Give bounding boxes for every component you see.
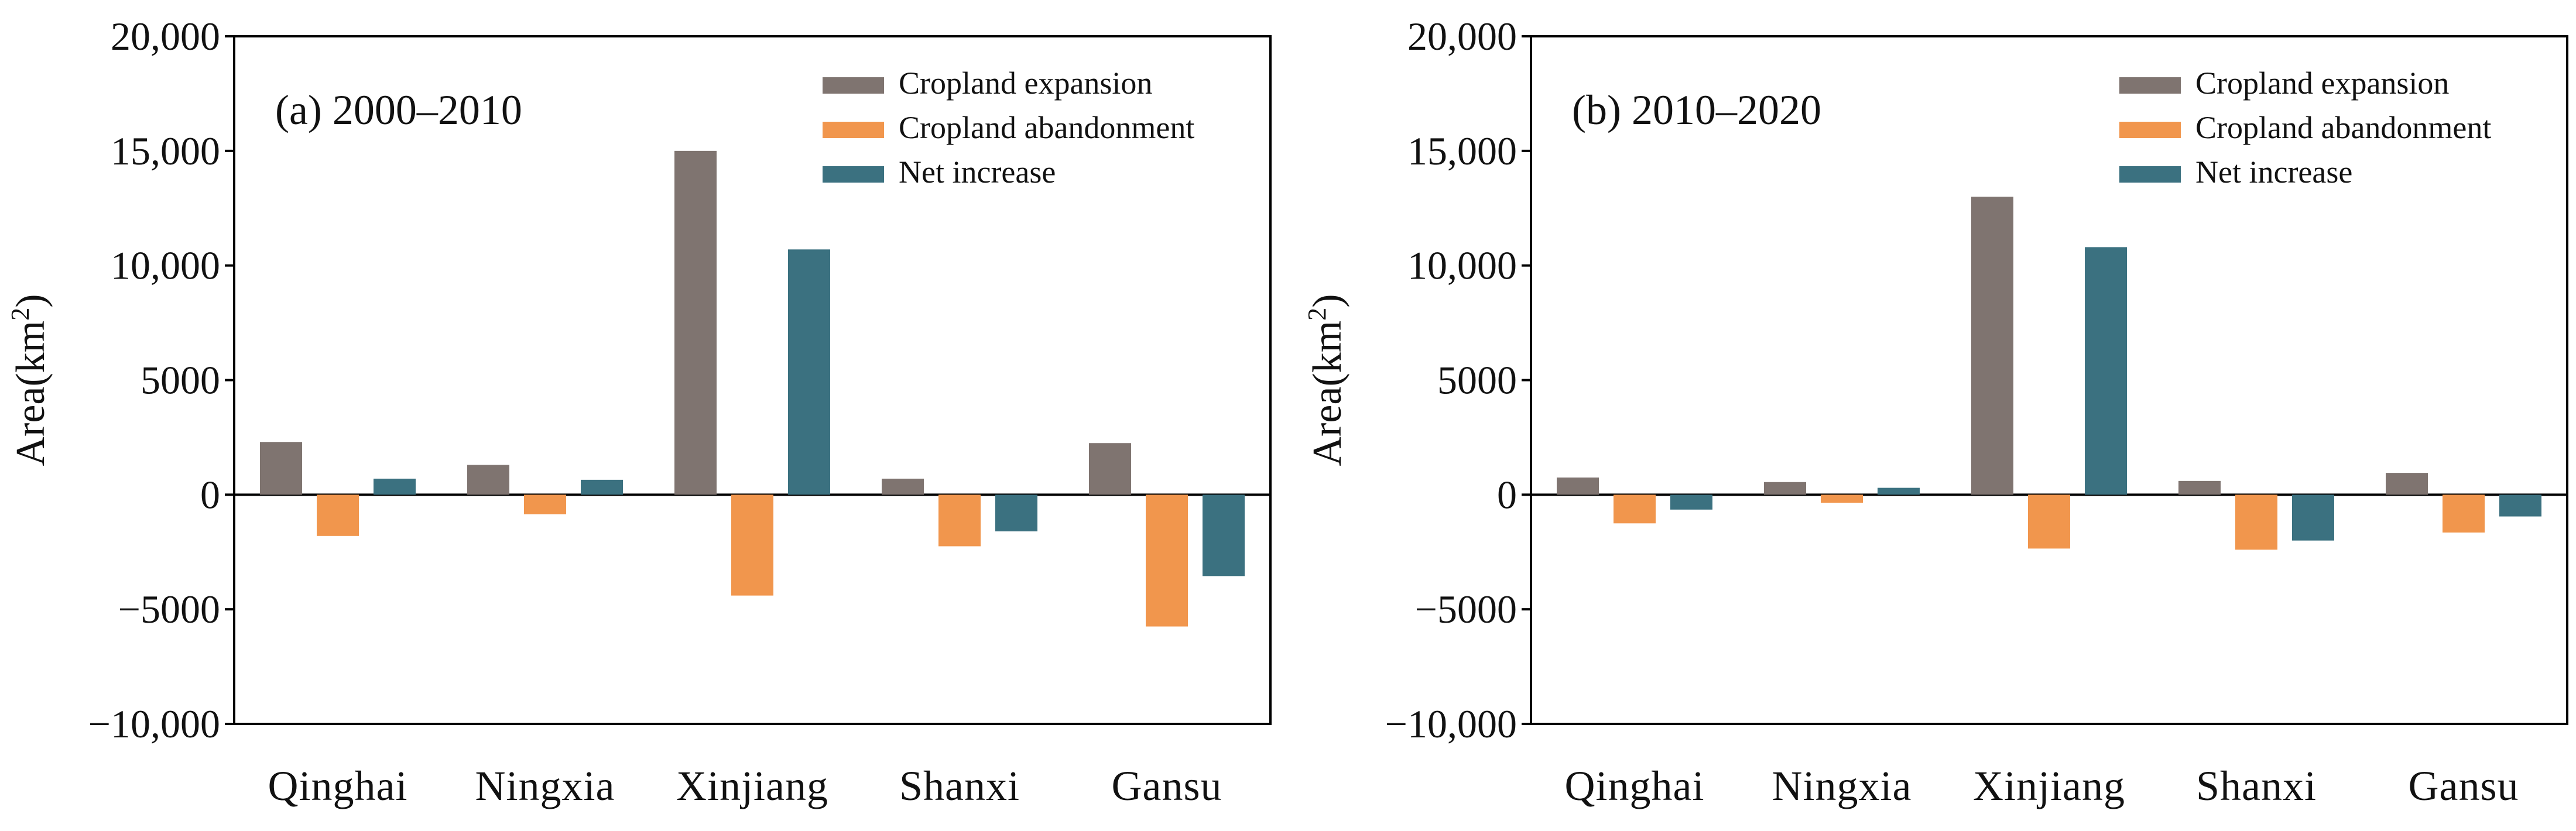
panel-a-x-tick-label: Qinghai — [268, 763, 408, 809]
panel-b-legend-swatch — [2119, 166, 2181, 183]
panel-b-bar-xinjiang-cropland-expansion — [1971, 197, 2013, 495]
panel-b-x-tick-label: Shanxi — [2196, 763, 2317, 809]
panel-b-title: (b) 2010–2020 — [1572, 87, 1821, 133]
panel-a-bar-xinjiang-cropland-expansion — [674, 150, 717, 495]
panel-a-bar-qinghai-cropland-expansion — [260, 442, 302, 495]
panel-b-y-tick-label: 10,000 — [1407, 243, 1517, 288]
panel-b-bar-xinjiang-cropland-abandonment — [2028, 495, 2070, 549]
panel-a-bar-gansu-net-increase — [1203, 495, 1245, 576]
panel-b: 20,000 15,000 10,000 5000 0 −5000 −10,000 Qingh… — [1303, 14, 2568, 809]
panel-b-x-tick-label: Gansu — [2409, 763, 2519, 809]
panel-a-bar-shanxi-cropland-abandonment — [938, 495, 981, 547]
panel-a-bar-shanxi-cropland-expansion — [882, 478, 924, 495]
panel-a-legend-swatch — [823, 77, 884, 94]
panel-a-bar-gansu-cropland-abandonment — [1146, 495, 1188, 627]
panel-b-legend-swatch — [2119, 77, 2181, 94]
panel-a-y-tick-label: 5000 — [141, 358, 220, 403]
panel-b-bar-qinghai-net-increase — [1670, 495, 1712, 510]
panel-a-x-tick-label: Ningxia — [475, 763, 615, 809]
panel-b-bar-gansu-net-increase — [2499, 495, 2541, 517]
panel-b-y-axis-title-sup: 2 — [1303, 308, 1331, 321]
panel-b-bar-qinghai-cropland-abandonment — [1614, 495, 1656, 524]
panel-a-legend-label: Cropland expansion — [899, 66, 1152, 101]
panel-a-y-axis-title: Area(km2) — [6, 294, 53, 466]
panel-a-bar-ningxia-cropland-expansion — [467, 465, 509, 495]
panel-b-bar-shanxi-net-increase — [2292, 495, 2334, 541]
panel-a-bar-qinghai-net-increase — [374, 478, 416, 495]
panel-b-x-tick-label: Ningxia — [1772, 763, 1912, 809]
panel-b-y-axis-title-main: Area(km — [1305, 321, 1350, 466]
panel-b-bar-ningxia-cropland-expansion — [1764, 482, 1806, 495]
panel-a-y-axis-title-main: Area(km — [8, 321, 53, 466]
panel-b-legend-label: Cropland expansion — [2195, 66, 2449, 101]
panel-a-bar-gansu-cropland-expansion — [1089, 443, 1131, 495]
panel-a-bar-ningxia-net-increase — [581, 479, 623, 495]
panel-a-y-tick-label: 15,000 — [111, 129, 220, 173]
panel-a-y-tick-label: −5000 — [118, 587, 220, 631]
panel-a-bar-ningxia-cropland-abandonment — [524, 495, 566, 514]
panel-a-bar-xinjiang-cropland-abandonment — [731, 495, 773, 596]
panel-a-title: (a) 2000–2010 — [275, 87, 522, 133]
panel-b-y-tick-label: 5000 — [1437, 358, 1517, 403]
panel-a-x-tick-label: Xinjiang — [676, 763, 828, 809]
panel-a-y-axis-title-sup: 2 — [6, 308, 35, 321]
panel-b-bar-shanxi-cropland-abandonment — [2235, 495, 2277, 550]
panel-b-y-tick-label: −10,000 — [1385, 702, 1517, 746]
panel-b-legend-swatch — [2119, 122, 2181, 138]
panel-a-y-tick-label: −10,000 — [88, 702, 220, 746]
panel-b-x-tick-label: Qinghai — [1565, 763, 1705, 809]
panel-b-bar-xinjiang-net-increase — [2085, 247, 2127, 495]
panel-b-y-tick-label: 15,000 — [1407, 129, 1517, 173]
panel-a-bar-xinjiang-net-increase — [788, 249, 830, 495]
panel-b-x-tick-label: Xinjiang — [1973, 763, 2125, 809]
panel-b-y-axis-title: Area(km2) — [1303, 294, 1350, 466]
panel-a-y-tick-label: 20,000 — [111, 14, 220, 59]
panel-a-x-tick-label: Gansu — [1112, 763, 1222, 809]
panel-a-y-tick-label: 10,000 — [111, 243, 220, 288]
panel-a-legend-label: Cropland abandonment — [899, 110, 1194, 145]
panel-a-bar-qinghai-cropland-abandonment — [317, 495, 359, 536]
panel-b-bar-qinghai-cropland-expansion — [1557, 477, 1599, 495]
panel-b-y-tick-label: 20,000 — [1407, 14, 1517, 59]
panel-b-bar-gansu-cropland-expansion — [2386, 473, 2428, 495]
panel-a: 20,000 15,000 10,000 5000 0 −5000 −10,000 Qingh… — [6, 14, 1272, 809]
panel-b-legend-label: Cropland abandonment — [2195, 110, 2491, 145]
panel-b-y-tick-label: −5000 — [1415, 587, 1517, 631]
panel-b-y-tick-label: 0 — [1497, 472, 1517, 517]
panel-b-bar-shanxi-cropland-expansion — [2178, 480, 2221, 495]
panel-b-bar-gansu-cropland-abandonment — [2443, 495, 2485, 533]
panel-a-legend-swatch — [823, 122, 884, 138]
panel-b-bar-ningxia-net-increase — [1878, 487, 1920, 495]
panel-b-y-axis-title-close: ) — [1305, 294, 1350, 307]
panel-a-legend-label: Net increase — [899, 154, 1056, 190]
panel-a-x-tick-label: Shanxi — [899, 763, 1020, 809]
panel-a-y-tick-label: 0 — [200, 472, 220, 517]
panel-a-y-axis-title-close: ) — [8, 294, 53, 307]
panel-a-legend-swatch — [823, 166, 884, 183]
panel-a-bar-shanxi-net-increase — [995, 495, 1037, 531]
panel-b-bar-ningxia-cropland-abandonment — [1821, 495, 1863, 503]
panel-b-legend-label: Net increase — [2195, 154, 2352, 190]
